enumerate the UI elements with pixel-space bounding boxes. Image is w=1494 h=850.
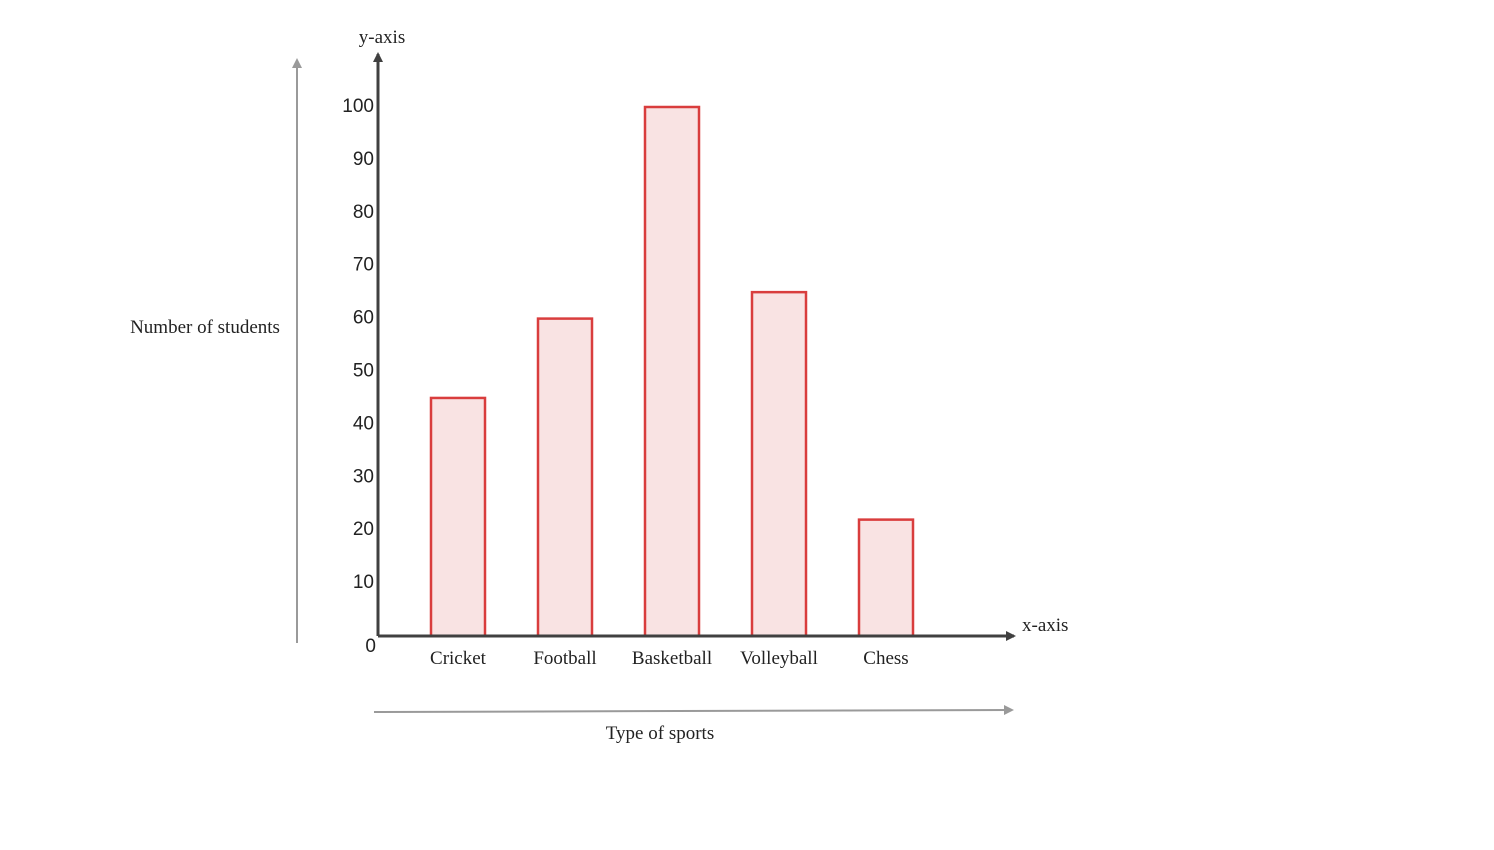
bar-cricket xyxy=(429,396,487,638)
y-tick-label: 10 xyxy=(353,572,374,593)
y-axis-label: Number of students xyxy=(130,317,280,338)
y-tick-label: 80 xyxy=(353,202,374,223)
y-tick-label: 0 xyxy=(365,636,376,657)
bar-volleyball xyxy=(750,290,808,638)
y-tick-label: 90 xyxy=(353,149,374,170)
x-axis-label: Type of sports xyxy=(606,723,714,744)
y-axis-name: y-axis xyxy=(359,27,405,48)
y-tick-label: 70 xyxy=(353,255,374,276)
y-tick-label: 30 xyxy=(353,466,374,487)
x-axis-name: x-axis xyxy=(1022,615,1068,636)
x-tick-label: Football xyxy=(533,648,596,669)
x-tick-label: Cricket xyxy=(430,648,487,669)
y-tick-label: 40 xyxy=(353,413,374,434)
x-tick-label: Volleyball xyxy=(740,648,818,669)
x-tick-label: Chess xyxy=(863,648,908,669)
bar-football xyxy=(536,317,594,638)
xlabel-arrow xyxy=(373,705,1014,716)
y-tick-label: 60 xyxy=(353,308,374,329)
y-tick-label: 50 xyxy=(353,361,374,382)
x-tick-label: Basketball xyxy=(632,648,712,669)
y-tick-label: 20 xyxy=(353,519,374,540)
bar-basketball xyxy=(643,105,701,638)
bar-chess xyxy=(857,518,915,638)
y-tick-label: 100 xyxy=(342,96,374,117)
